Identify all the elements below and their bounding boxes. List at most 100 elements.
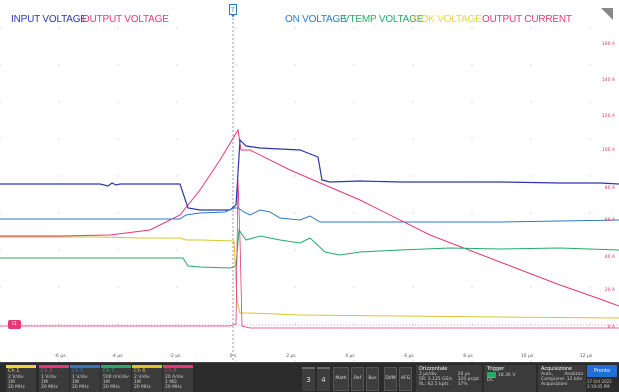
right-axis-label: 0 A bbox=[607, 325, 615, 330]
channel-l1: 500 mV/div bbox=[103, 374, 129, 380]
ground-marker-ch8[interactable]: I1 bbox=[8, 320, 21, 329]
channel-title: Ch 6 bbox=[134, 368, 146, 374]
grid-dot bbox=[0, 101, 1, 103]
acquisition-panel[interactable]: Acquisizione Auto, Analizza Campione: 12… bbox=[538, 365, 586, 392]
right-axis-label: 80 A bbox=[604, 186, 615, 191]
grid-dot bbox=[117, 101, 119, 103]
channel-box-ch-7[interactable]: Ch 7 500 mV/div 1M 20 MHz bbox=[101, 365, 131, 392]
trace-output-voltage bbox=[0, 179, 619, 329]
grid-dot bbox=[176, 64, 178, 66]
grid-dot bbox=[353, 212, 355, 214]
grid-dot bbox=[117, 360, 119, 362]
time-axis-label: 8 µs bbox=[463, 354, 473, 359]
afg-button[interactable]: AFG bbox=[399, 367, 412, 391]
trace-input-voltage bbox=[0, 138, 619, 211]
grid-dot bbox=[58, 212, 60, 214]
grid-dot bbox=[353, 138, 355, 140]
time-text: 3:19:05 PM bbox=[587, 384, 610, 389]
grid-dot bbox=[294, 360, 296, 362]
legend-gok-voltage: GOK VOLTAGE bbox=[413, 14, 482, 25]
channel-l3: 20 MHz bbox=[41, 384, 58, 390]
channel-l3: 20 MHz bbox=[103, 384, 120, 390]
channel-l3: 20 MHz bbox=[134, 384, 151, 390]
grid-dot bbox=[589, 64, 591, 66]
grid-dot bbox=[589, 101, 591, 103]
bus-button[interactable]: Bus bbox=[366, 367, 379, 391]
grid-dot bbox=[58, 138, 60, 140]
ref-button[interactable]: Ref bbox=[351, 367, 364, 391]
grid-dot bbox=[176, 323, 178, 325]
channel-title: Ch 8 bbox=[165, 368, 177, 374]
horizontal-position: 37% bbox=[457, 382, 468, 387]
acquisition-bits: Campione: 12 bits bbox=[541, 377, 583, 382]
waveform-display[interactable]: INPUT VOLTAGE OUTPUT VOLTAGE ON VOLTAGE … bbox=[0, 0, 619, 362]
grid-dot bbox=[176, 101, 178, 103]
trigger-panel[interactable]: Trigger 18.36 V DC bbox=[484, 365, 536, 392]
time-axis-label: 6 µs bbox=[404, 354, 414, 359]
grid-dot bbox=[294, 249, 296, 251]
channel-l1: 20 A/div bbox=[165, 374, 184, 380]
grid-dot bbox=[412, 323, 414, 325]
trigger-position-marker[interactable]: T bbox=[229, 4, 237, 18]
grid-dot bbox=[471, 286, 473, 288]
grid-dot bbox=[117, 138, 119, 140]
grid-dot bbox=[58, 360, 60, 362]
acquisition-analyze: Analizza bbox=[564, 372, 583, 377]
horizontal-record-length: RL: 62.5 kpts bbox=[419, 382, 449, 387]
grid-dot bbox=[117, 27, 119, 29]
grid-dot bbox=[0, 175, 1, 177]
channel-box-ch-8[interactable]: Ch 8 20 A/div 1 MΩ 20 MHz bbox=[163, 365, 193, 392]
channel-3-button[interactable]: 3 bbox=[302, 367, 315, 391]
grid-dot bbox=[353, 360, 355, 362]
grid-dot bbox=[471, 212, 473, 214]
grid-dot bbox=[589, 249, 591, 251]
channel-l3: 20 MHz bbox=[72, 384, 89, 390]
grid-dot bbox=[353, 286, 355, 288]
horizontal-panel[interactable]: Orizzontale 2 µs/div SR: 3.125 GS/s RL: … bbox=[416, 365, 482, 392]
legend-output-current: OUTPUT CURRENT bbox=[482, 14, 572, 25]
grid-dot bbox=[530, 175, 532, 177]
grid-dot bbox=[471, 27, 473, 29]
math-button[interactable]: Math bbox=[333, 367, 349, 391]
grid-dot bbox=[412, 101, 414, 103]
time-axis-label: -2 µs bbox=[169, 354, 181, 359]
grid-dot bbox=[0, 360, 1, 362]
grid-dot bbox=[530, 27, 532, 29]
grid-dot bbox=[58, 101, 60, 103]
grid-dot bbox=[412, 286, 414, 288]
grid-dot bbox=[235, 212, 237, 214]
run-status-button[interactable]: Pronto bbox=[587, 365, 617, 377]
grid-dot bbox=[0, 323, 1, 325]
grid-dot bbox=[176, 212, 178, 214]
dvm-button[interactable]: DVM bbox=[384, 367, 397, 391]
grid-dot bbox=[589, 286, 591, 288]
channel-title: Ch 7 bbox=[103, 368, 115, 374]
grid-dot bbox=[0, 64, 1, 66]
svg-text:T: T bbox=[230, 7, 235, 14]
channel-l2: 1 MΩ bbox=[165, 379, 177, 385]
graticule bbox=[0, 27, 591, 362]
grid-dot bbox=[117, 64, 119, 66]
channel-4-button[interactable]: 4 bbox=[317, 367, 330, 391]
right-axis-label: 20 A bbox=[604, 288, 615, 293]
grid-dot bbox=[530, 249, 532, 251]
time-axis-label: 10 µs bbox=[520, 354, 534, 359]
grid-dot bbox=[471, 101, 473, 103]
grid-dot bbox=[235, 249, 237, 251]
time-axis-label: -4 µs bbox=[111, 354, 123, 359]
grid-dot bbox=[589, 27, 591, 29]
badge-corner-icon[interactable] bbox=[601, 8, 613, 20]
grid-dot bbox=[235, 64, 237, 66]
grid-dot bbox=[530, 101, 532, 103]
grid-dot bbox=[353, 249, 355, 251]
grid-dot bbox=[117, 323, 119, 325]
trigger-coupling: DC bbox=[487, 378, 494, 383]
grid-dot bbox=[58, 249, 60, 251]
grid-dot bbox=[58, 64, 60, 66]
grid-dot bbox=[294, 323, 296, 325]
grid-dot bbox=[58, 286, 60, 288]
